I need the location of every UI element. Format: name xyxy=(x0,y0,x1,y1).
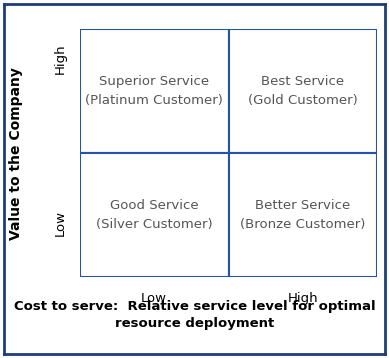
Bar xyxy=(80,29,228,153)
Text: Good Service
(Silver Customer): Good Service (Silver Customer) xyxy=(96,199,212,231)
Text: Superior Service
(Platinum Customer): Superior Service (Platinum Customer) xyxy=(85,75,223,107)
Text: Low: Low xyxy=(54,210,67,236)
Text: Best Service
(Gold Customer): Best Service (Gold Customer) xyxy=(248,75,358,107)
Bar xyxy=(80,153,228,277)
Bar xyxy=(228,29,377,153)
Text: resource deployment: resource deployment xyxy=(115,318,274,330)
Text: Value to the Company: Value to the Company xyxy=(9,68,23,240)
Text: Cost to serve:  Relative service level for optimal: Cost to serve: Relative service level fo… xyxy=(14,300,375,313)
Text: Better Service
(Bronze Customer): Better Service (Bronze Customer) xyxy=(240,199,366,231)
Text: High: High xyxy=(54,43,67,74)
Text: High: High xyxy=(287,292,318,305)
Text: Low: Low xyxy=(141,292,167,305)
Bar xyxy=(228,153,377,277)
